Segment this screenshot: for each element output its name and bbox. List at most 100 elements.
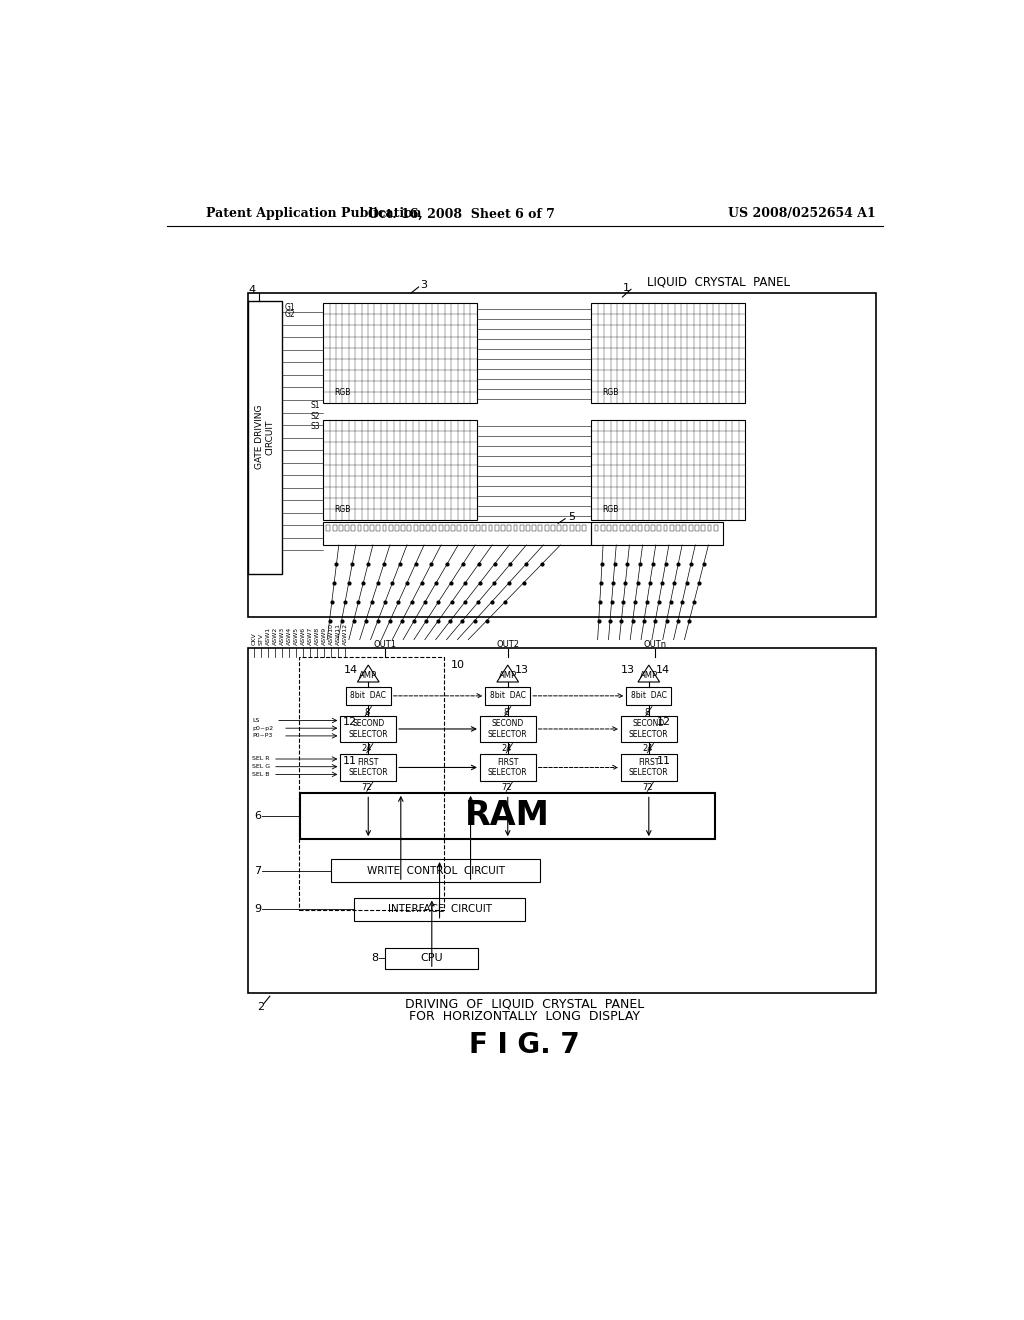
Text: 11: 11 <box>657 755 672 766</box>
Bar <box>299 657 444 909</box>
Bar <box>495 525 499 531</box>
Bar <box>592 304 744 404</box>
Text: 72: 72 <box>501 783 512 792</box>
Text: ASW8: ASW8 <box>314 627 319 645</box>
Bar <box>333 525 337 531</box>
Text: 72: 72 <box>361 783 372 792</box>
Text: OUT1: OUT1 <box>374 640 397 648</box>
Bar <box>370 525 374 531</box>
Text: 8: 8 <box>364 708 370 717</box>
Bar <box>458 525 461 531</box>
Bar <box>708 525 712 531</box>
Text: 1: 1 <box>624 282 630 293</box>
Bar <box>513 525 517 531</box>
Bar <box>470 525 474 531</box>
Text: DRIVING  OF  LIQUID  CRYSTAL  PANEL: DRIVING OF LIQUID CRYSTAL PANEL <box>406 998 644 1010</box>
Bar <box>476 525 480 531</box>
Text: 72: 72 <box>642 783 652 792</box>
Bar <box>501 525 505 531</box>
Text: ASW7: ASW7 <box>307 627 312 645</box>
Text: 11: 11 <box>343 755 356 766</box>
Text: FIRST
SELECTOR: FIRST SELECTOR <box>488 758 527 777</box>
Text: 8bit  DAC: 8bit DAC <box>350 692 386 701</box>
Text: ASW10: ASW10 <box>329 623 334 645</box>
Bar <box>248 648 876 993</box>
Bar <box>520 525 523 531</box>
Text: 24: 24 <box>642 744 652 754</box>
Bar <box>438 525 442 531</box>
Bar <box>324 521 592 545</box>
Text: 7: 7 <box>254 866 261 875</box>
Text: 3: 3 <box>421 280 428 290</box>
Text: G2: G2 <box>285 310 295 319</box>
Bar <box>482 525 486 531</box>
Bar <box>339 525 343 531</box>
Bar <box>354 898 524 921</box>
Bar <box>248 293 876 616</box>
Text: FOR  HORIZONTALLY  LONG  DISPLAY: FOR HORIZONTALLY LONG DISPLAY <box>410 1010 640 1023</box>
Bar <box>452 525 455 531</box>
Text: RGB: RGB <box>602 506 618 513</box>
Bar <box>621 715 677 742</box>
Bar <box>444 525 449 531</box>
Bar <box>485 686 530 705</box>
Text: WRITE  CONTROL  CIRCUIT: WRITE CONTROL CIRCUIT <box>367 866 505 875</box>
Bar <box>595 525 598 531</box>
Bar <box>592 521 723 545</box>
Text: SECOND
SELECTOR: SECOND SELECTOR <box>348 719 388 739</box>
Bar <box>701 525 706 531</box>
Bar <box>639 525 642 531</box>
Bar <box>626 525 630 531</box>
Bar <box>551 525 555 531</box>
Text: FIRST
SELECTOR: FIRST SELECTOR <box>348 758 388 777</box>
Bar <box>300 793 716 840</box>
Text: 10: 10 <box>451 660 465 671</box>
Bar <box>670 525 674 531</box>
Text: 14: 14 <box>655 665 670 675</box>
Bar <box>607 525 611 531</box>
Text: 14: 14 <box>344 665 358 675</box>
Bar <box>620 525 624 531</box>
Text: 2: 2 <box>257 1002 264 1012</box>
Text: AMP: AMP <box>359 672 377 680</box>
Text: ASW2: ASW2 <box>272 627 278 645</box>
Bar <box>532 525 537 531</box>
Bar <box>488 525 493 531</box>
Bar <box>621 755 677 780</box>
Text: CKV: CKV <box>252 632 257 645</box>
Bar <box>331 859 541 882</box>
Text: SECOND
SELECTOR: SECOND SELECTOR <box>488 719 527 739</box>
Text: SEL B: SEL B <box>252 772 269 777</box>
Bar <box>327 525 331 531</box>
Bar <box>569 525 573 531</box>
Bar <box>480 755 536 780</box>
Text: LS: LS <box>252 718 259 723</box>
Bar <box>401 525 406 531</box>
Text: 13: 13 <box>621 665 635 675</box>
Text: 8bit  DAC: 8bit DAC <box>631 692 667 701</box>
Text: 13: 13 <box>515 665 528 675</box>
Text: ASW6: ASW6 <box>301 627 305 645</box>
Text: 8: 8 <box>371 953 378 964</box>
Text: STV: STV <box>259 634 264 645</box>
Text: 4: 4 <box>249 285 256 296</box>
Text: GATE DRIVING
CIRCUIT: GATE DRIVING CIRCUIT <box>255 405 274 470</box>
Bar <box>651 525 655 531</box>
Bar <box>346 686 391 705</box>
Bar <box>340 715 396 742</box>
Bar <box>351 525 355 531</box>
Text: OUT2: OUT2 <box>497 640 519 648</box>
Bar <box>324 304 477 404</box>
Bar <box>414 525 418 531</box>
Text: OUTn: OUTn <box>643 640 667 648</box>
Text: RGB: RGB <box>334 388 350 397</box>
Text: S2: S2 <box>310 412 321 421</box>
Text: SEL G: SEL G <box>252 764 270 770</box>
Bar <box>539 525 543 531</box>
Bar <box>557 525 561 531</box>
Text: SECOND
SELECTOR: SECOND SELECTOR <box>629 719 669 739</box>
Bar <box>601 525 605 531</box>
Bar <box>575 525 580 531</box>
Bar <box>676 525 680 531</box>
Bar <box>376 525 380 531</box>
